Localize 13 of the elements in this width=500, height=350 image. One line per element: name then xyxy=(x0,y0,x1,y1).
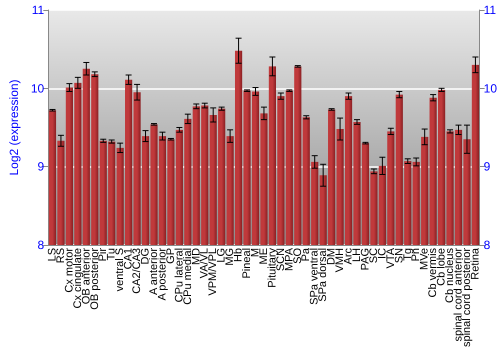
y2-tick-label: 11 xyxy=(484,3,496,17)
x-tick-label: Tg xyxy=(402,248,414,261)
x-tick-label: OB posterior xyxy=(88,248,101,310)
y-tick-label: 8 xyxy=(38,238,45,252)
x-tick-label: Retina xyxy=(469,247,482,280)
y2-tick-label: 8 xyxy=(484,238,491,252)
y-axis-title: Log2 (expression) xyxy=(7,79,21,176)
y2-tick-label: 10 xyxy=(484,81,498,96)
y-tick-label: 9 xyxy=(38,160,45,174)
y2-tick-label: 9 xyxy=(484,160,491,174)
x-tick-label: A posterior xyxy=(156,248,168,301)
y-tick-label: 10 xyxy=(30,81,45,96)
y-tick-label: 11 xyxy=(32,3,45,17)
